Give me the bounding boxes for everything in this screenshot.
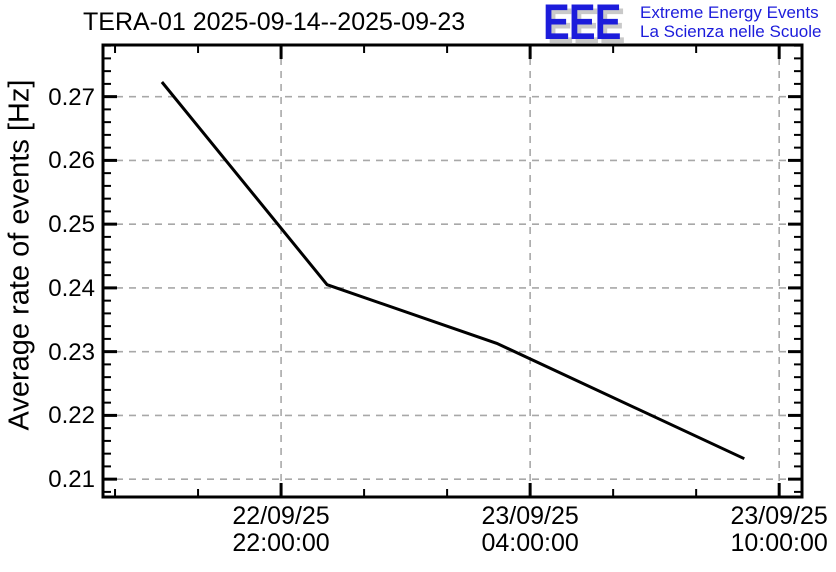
x-tick-label: 23/09/25 04:00:00 [481, 503, 578, 557]
x-tick-label: 23/09/25 10:00:00 [730, 503, 827, 557]
y-tick-label: 0.22 [48, 402, 95, 430]
y-tick-label: 0.21 [48, 466, 95, 494]
y-tick-label: 0.25 [48, 211, 95, 239]
y-tick-label: 0.24 [48, 274, 95, 302]
x-tick-date: 23/09/25 [481, 502, 579, 530]
chart-title: TERA-01 2025-09-14--2025-09-23 [83, 8, 466, 36]
x-tick-date: 23/09/25 [730, 502, 828, 530]
eee-logo-taglines: Extreme Energy Events La Scienza nelle S… [640, 3, 836, 41]
eee-logo-acronym: EEE [543, 0, 621, 50]
rate-series-line [160, 81, 745, 461]
x-tick-time: 10:00:00 [730, 529, 828, 557]
plot-frame [101, 43, 804, 499]
x-tick-time: 04:00:00 [481, 529, 579, 557]
x-tick-label: 22/09/25 22:00:00 [232, 503, 329, 557]
eee-logo-tagline-2: La Scienza nelle Scuole [640, 22, 822, 41]
y-tick-label: 0.27 [48, 83, 95, 111]
x-tick-date: 22/09/25 [232, 502, 330, 530]
y-tick-label: 0.26 [48, 147, 95, 175]
eee-logo: EEE Extreme Energy Events La Scienza nel… [543, 0, 821, 50]
eee-logo-tagline-1: Extreme Energy Events [640, 3, 819, 22]
y-tick-label: 0.23 [48, 338, 95, 366]
x-tick-time: 22:00:00 [232, 529, 330, 557]
